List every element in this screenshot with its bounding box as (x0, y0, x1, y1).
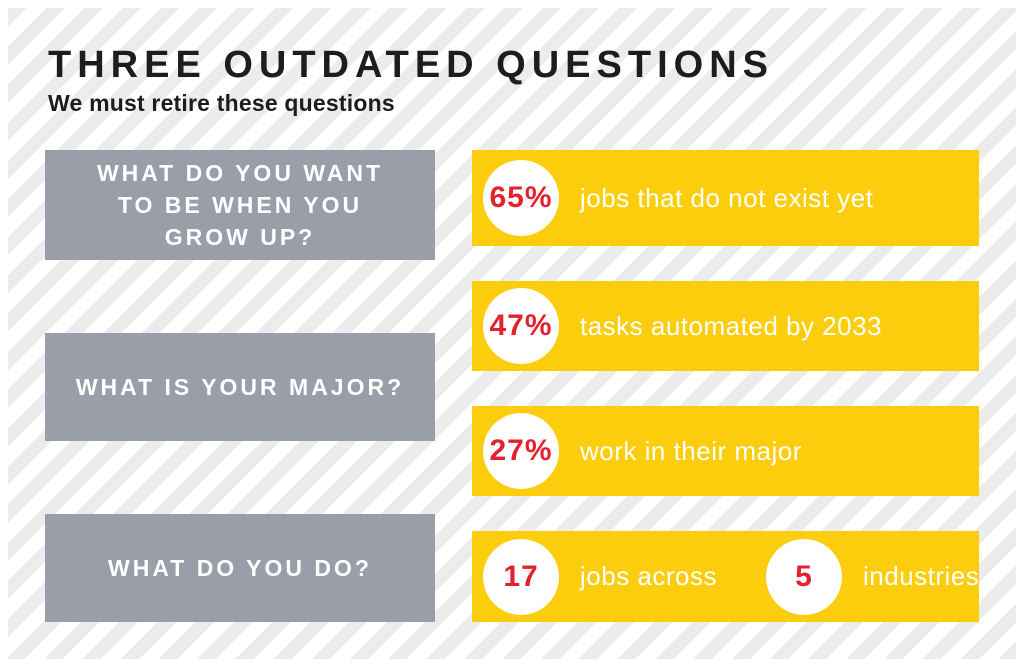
question-box-major: WHAT IS YOUR MAJOR? (45, 333, 435, 441)
question-line: WHAT DO YOU WANT (96, 160, 384, 186)
stat-value: 27% (489, 434, 553, 467)
stat-value: 17 (503, 559, 539, 593)
question-line: TO BE WHEN YOU (117, 192, 363, 218)
stat-group: 47% tasks automated by 2033 (472, 281, 882, 371)
stat-label: jobs across (580, 561, 717, 591)
stat-label: tasks automated by 2033 (580, 310, 883, 341)
stat-label: industries (863, 561, 980, 591)
stat-value-circle: 47% (483, 288, 559, 364)
stat-value: 65% (489, 181, 553, 214)
question-line: GROW UP? (164, 224, 316, 250)
stat-group: 65% jobs that do not exist yet (472, 150, 873, 246)
page-title: THREE OUTDATED QUESTIONS (48, 44, 774, 86)
stat-group-industries: 5 industries (755, 531, 979, 622)
question-text: WHAT IS YOUR MAJOR? (76, 371, 404, 403)
stat-value: 47% (489, 309, 553, 342)
question-line: WHAT DO YOU DO? (108, 555, 372, 581)
stat-label: jobs that do not exist yet (580, 182, 874, 213)
stat-value-circle: 65% (483, 160, 559, 236)
stat-label: work in their major (580, 435, 802, 466)
stat-group: 27% work in their major (472, 406, 802, 496)
stat-group-jobs: 17 jobs across (472, 531, 717, 622)
question-box-grow-up: WHAT DO YOU WANT TO BE WHEN YOU GROW UP? (45, 150, 435, 260)
stat-box-work-in-major: 27% work in their major (472, 406, 979, 496)
stat-box-jobs-not-exist: 65% jobs that do not exist yet (472, 150, 979, 246)
stat-value: 5 (795, 559, 813, 593)
question-text: WHAT DO YOU DO? (108, 552, 372, 584)
stat-value-circle: 17 (483, 538, 559, 615)
page-subtitle: We must retire these questions (48, 90, 395, 116)
question-box-what-do-you-do: WHAT DO YOU DO? (45, 514, 435, 622)
question-line: WHAT IS YOUR MAJOR? (75, 374, 405, 400)
question-text: WHAT DO YOU WANT TO BE WHEN YOU GROW UP? (97, 157, 383, 253)
stat-box-tasks-automated: 47% tasks automated by 2033 (472, 281, 979, 371)
stat-value-circle: 5 (766, 538, 842, 615)
stat-box-jobs-industries: 17 jobs across 5 industries (472, 531, 979, 622)
stat-value-circle: 27% (483, 413, 559, 489)
